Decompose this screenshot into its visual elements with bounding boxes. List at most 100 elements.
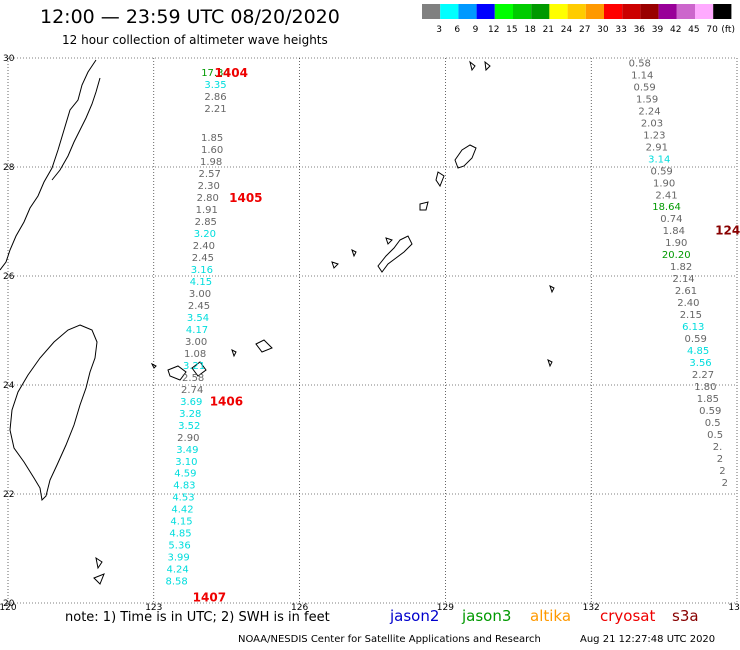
coastlines <box>0 59 555 585</box>
satellite-altika: altika <box>530 607 572 625</box>
satellite-jason2: jason2 <box>390 607 440 625</box>
wave-height-value: 3.00 <box>185 337 207 348</box>
wave-height-value: 2.24 <box>638 106 660 117</box>
sakishima-islands <box>150 339 273 381</box>
lat-tick-label: 22 <box>3 490 14 500</box>
legend-swatch <box>440 4 459 19</box>
wave-height-value: 1.08 <box>184 349 206 360</box>
wave-height-value: 1.14 <box>631 70 653 81</box>
altimeter-tracks: 17.343.352.862.211.851.601.982.572.302.8… <box>166 58 740 604</box>
lon-tick-label: 135 <box>728 603 740 613</box>
wave-height-value: 1.98 <box>200 157 222 168</box>
legend-swatch <box>458 4 477 19</box>
wave-height-value: 2.03 <box>641 118 663 129</box>
wave-height-value: 0.59 <box>685 334 707 345</box>
legend-swatch <box>585 4 604 19</box>
wave-height-value: 2.40 <box>677 298 699 309</box>
wave-height-value: 2 <box>719 466 725 477</box>
footer-timestamp: Aug 21 12:27:48 UTC 2020 <box>580 634 716 645</box>
wave-height-value: 4.85 <box>687 346 709 357</box>
wave-height-value: 3.52 <box>178 421 200 432</box>
wave-height-value: 3.16 <box>191 265 213 276</box>
wave-height-value: 2.41 <box>655 190 677 201</box>
legend-swatch <box>640 4 659 19</box>
wave-height-value: 4.59 <box>174 469 196 480</box>
legend-label: 15 <box>506 25 517 35</box>
wave-height-value: 2.14 <box>672 274 694 285</box>
wave-height-value: 4.24 <box>166 565 188 576</box>
wave-height-value: 2.45 <box>192 253 214 264</box>
wave-height-value: 2.85 <box>195 217 217 228</box>
legend-label: 21 <box>543 25 554 35</box>
wave-height-value: 3.56 <box>689 358 711 369</box>
satellite-jason3: jason3 <box>462 607 512 625</box>
legend-swatch <box>422 4 441 19</box>
china-coastline-inner <box>51 77 101 181</box>
wave-height-value: 1.80 <box>694 382 716 393</box>
legend-swatch <box>531 4 550 19</box>
lon-tick-label: 123 <box>145 603 162 613</box>
taiwan-coastline <box>9 324 98 502</box>
wave-height-value: 2.15 <box>680 310 702 321</box>
okinawa-islands <box>331 201 429 273</box>
lat-tick-label: 30 <box>3 54 15 64</box>
footer-credit: NOAA/NESDIS Center for Satellite Applica… <box>238 634 541 645</box>
legend-label: 12 <box>488 25 499 35</box>
legend-swatch <box>549 4 568 19</box>
wave-height-value: 17.34 <box>201 68 230 79</box>
axis-labels: 120123126129132135302826242220 <box>0 54 740 613</box>
pass-time-label: 1404 <box>215 66 248 80</box>
wave-height-value: 4.53 <box>172 493 194 504</box>
small-islands <box>93 285 555 585</box>
wave-height-value: 4.85 <box>169 529 191 540</box>
wave-height-value: 0.58 <box>629 58 651 69</box>
kyushu-islands <box>435 60 491 188</box>
wave-height-value: 3.14 <box>648 154 670 165</box>
legend-label: 18 <box>524 25 536 35</box>
wave-height-value: 0.59 <box>651 166 673 177</box>
legend-swatch <box>604 4 623 19</box>
legend-label: 24 <box>561 25 573 35</box>
wave-height-value: 0.59 <box>699 406 721 417</box>
legend-label: 39 <box>652 25 664 35</box>
wave-height-value: 3.00 <box>189 289 211 300</box>
wave-height-value: 3.54 <box>187 313 209 324</box>
lon-tick-label: 120 <box>0 603 17 613</box>
wave-height-value: 1.90 <box>665 238 687 249</box>
wave-height-value: 2 <box>722 478 728 489</box>
wave-height-value: 2. <box>713 442 723 453</box>
color-legend: 3 6 9 12 15 18 21 24 27 30 33 36 39 42 45 70 (ft) <box>422 4 735 35</box>
wave-height-value: 3.28 <box>179 409 201 420</box>
lon-tick-label: 132 <box>583 603 600 613</box>
lon-tick-label: 129 <box>437 603 454 613</box>
legend-swatch <box>676 4 695 19</box>
wave-height-value: 1.91 <box>196 205 218 216</box>
legend-label: 6 <box>454 25 460 35</box>
satellite-s3a: s3a <box>672 607 699 625</box>
wave-height-value: 0.5 <box>707 430 723 441</box>
pass-time-label: 1407 <box>193 590 226 604</box>
wave-height-value: 2.21 <box>204 104 226 115</box>
wave-height-value: 2.27 <box>692 370 714 381</box>
legend-label: 3 <box>436 25 442 35</box>
map-subtitle: 12 hour collection of altimeter wave hei… <box>62 33 328 47</box>
wave-height-value: 1.85 <box>201 133 223 144</box>
pass-time-label: 1248 <box>715 224 740 238</box>
wave-height-value: 3.99 <box>167 553 189 564</box>
wave-height-value: 1.84 <box>663 226 685 237</box>
wave-height-value: 18.64 <box>652 202 681 213</box>
legend-swatch <box>713 4 732 19</box>
lat-lon-grid <box>7 57 738 604</box>
legend-label: 45 <box>688 25 699 35</box>
wave-height-value: 1.23 <box>643 130 665 141</box>
wave-height-value: 4.17 <box>186 325 208 336</box>
lat-tick-label: 24 <box>3 381 15 391</box>
wave-height-value: 20.20 <box>662 250 691 261</box>
legend-label: 70 <box>706 25 718 35</box>
wave-height-value: 3.21 <box>183 361 205 372</box>
legend-swatch <box>622 4 641 19</box>
pass-time-label: 1405 <box>229 191 262 205</box>
wave-height-value: 2.40 <box>193 241 215 252</box>
wave-height-value: 5.36 <box>168 541 190 552</box>
lat-tick-label: 20 <box>3 599 15 609</box>
